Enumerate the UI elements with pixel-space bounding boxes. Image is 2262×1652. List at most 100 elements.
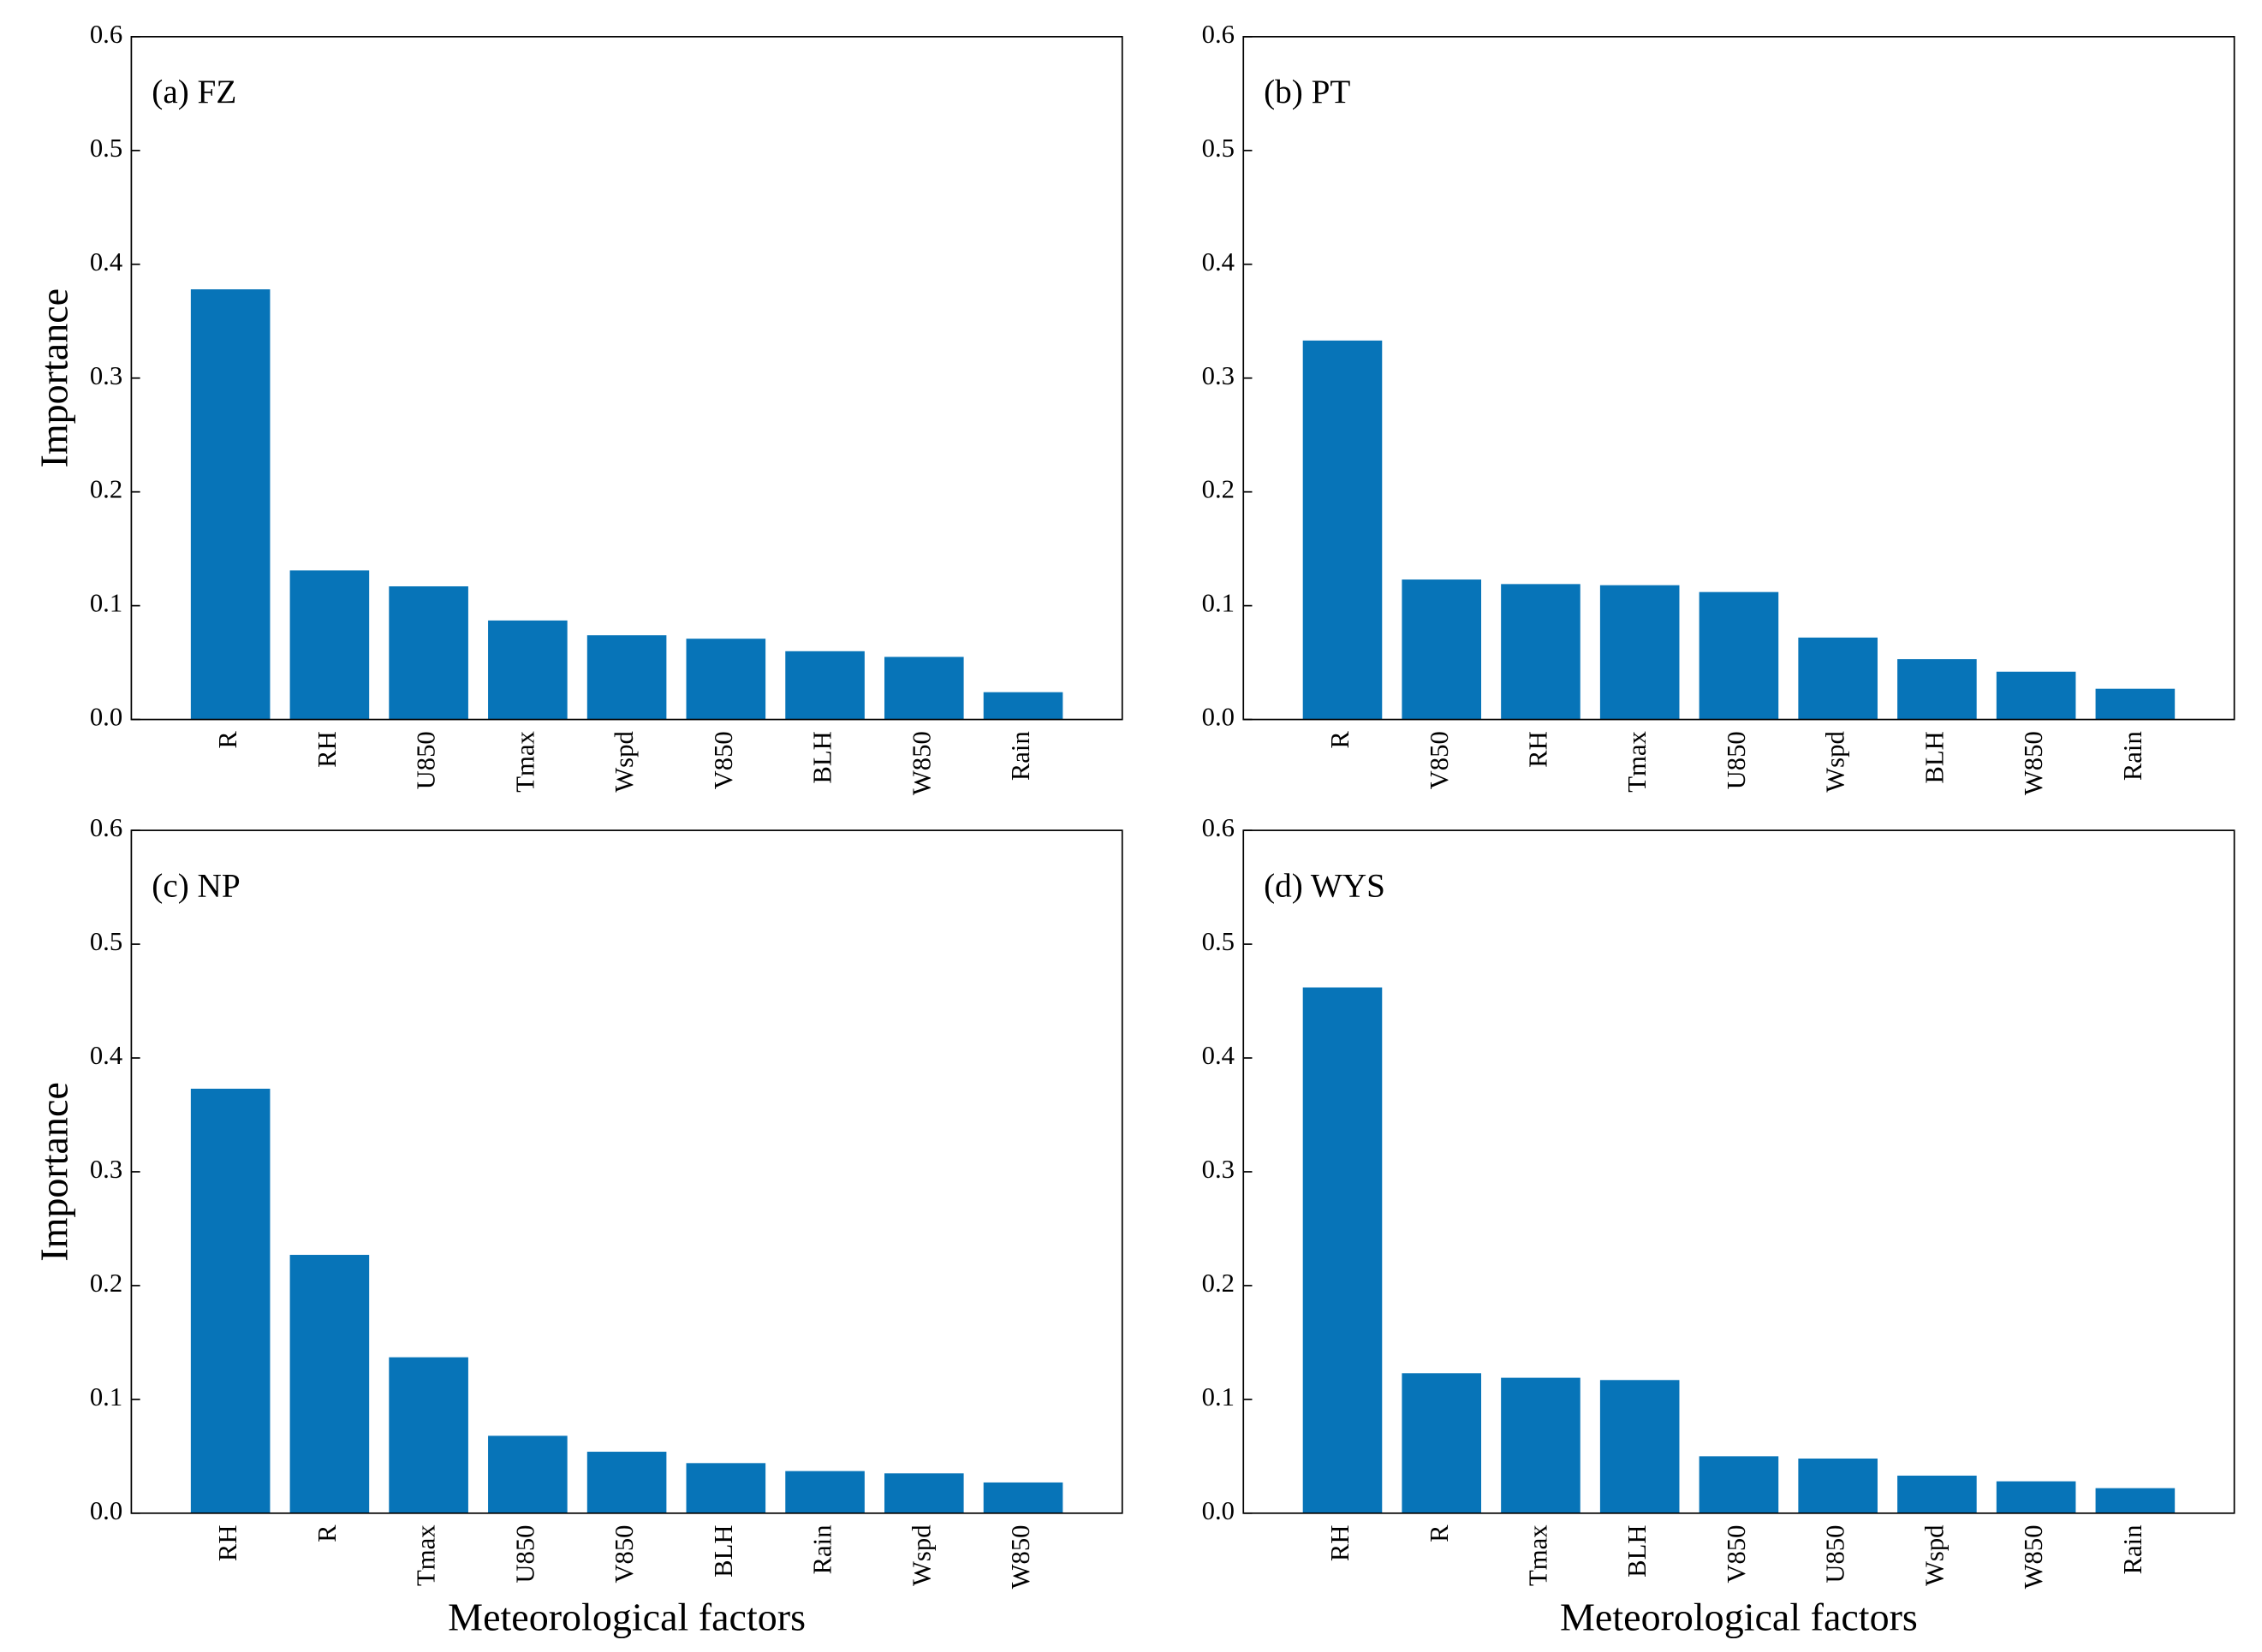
x-tick-label: BLH xyxy=(709,1524,738,1577)
bar xyxy=(488,1435,568,1513)
y-tick-label: 0.2 xyxy=(90,475,122,504)
y-tick-label: 0.5 xyxy=(90,927,122,956)
bar xyxy=(2095,1488,2176,1513)
x-tick-label: R xyxy=(1325,731,1354,749)
bar xyxy=(1599,585,1680,720)
bar xyxy=(1996,1481,2076,1513)
y-tick-label: 0.5 xyxy=(1202,927,1235,956)
y-tick-label: 0.4 xyxy=(1202,1041,1235,1070)
x-tick-label: U850 xyxy=(412,731,441,789)
y-tick-label: 0.0 xyxy=(90,1496,122,1525)
y-tick-label: 0.1 xyxy=(1202,1382,1235,1411)
x-tick-label: V850 xyxy=(1425,731,1454,789)
bar xyxy=(1897,1475,1977,1513)
bar xyxy=(884,1473,964,1513)
x-tick-label: Wspd xyxy=(1920,1524,1949,1586)
y-tick-label: 0.5 xyxy=(90,134,122,163)
bar xyxy=(1402,1373,1482,1513)
y-tick-label: 0.3 xyxy=(1202,1155,1235,1184)
y-tick-label: 0.6 xyxy=(1202,813,1235,842)
y-tick-label: 0.1 xyxy=(90,589,122,618)
bar xyxy=(686,1463,766,1513)
x-tick-label: U850 xyxy=(1821,1524,1850,1583)
plot-frame xyxy=(130,829,1123,1514)
bar xyxy=(289,1255,370,1513)
y-tick-label: 0.5 xyxy=(1202,134,1235,163)
panel-title: (c) NP xyxy=(152,867,240,904)
x-tick-label: Rain xyxy=(2118,731,2147,781)
bar xyxy=(1798,1459,1878,1513)
bar xyxy=(1699,591,1779,720)
x-tick-label: Tmax xyxy=(412,1524,441,1586)
plot-frame xyxy=(130,36,1123,721)
bar xyxy=(1402,579,1482,720)
bar xyxy=(389,1357,468,1513)
x-tick-label: Rain xyxy=(1006,731,1035,781)
x-tick-label: R xyxy=(213,731,242,749)
bar xyxy=(2095,688,2176,720)
x-tick-label: U850 xyxy=(1722,731,1751,789)
x-tick-label: Wspd xyxy=(907,1524,936,1586)
x-tick-label: R xyxy=(1425,1524,1454,1542)
panel-title: (d) WYS xyxy=(1264,867,1385,904)
bar xyxy=(586,1452,667,1513)
bar xyxy=(884,657,964,720)
x-tick-label: BLH xyxy=(1920,731,1949,783)
x-tick-label: Tmax xyxy=(510,731,539,793)
x-tick-label: W850 xyxy=(1006,1524,1035,1589)
y-tick-label: 0.4 xyxy=(90,247,122,276)
bar xyxy=(1996,671,2076,720)
y-axis-label: Importance xyxy=(33,288,76,468)
x-tick-label: W850 xyxy=(907,731,936,795)
bar xyxy=(1699,1456,1779,1513)
bar xyxy=(1501,584,1580,720)
x-tick-label: RH xyxy=(213,1524,242,1561)
x-tick-label: V850 xyxy=(1722,1524,1751,1583)
x-tick-label: BLH xyxy=(1622,1524,1652,1577)
bar xyxy=(190,289,271,720)
bar xyxy=(1599,1380,1680,1513)
x-tick-label: Wspd xyxy=(1821,731,1850,793)
bar xyxy=(488,620,568,720)
plot-frame xyxy=(1242,36,2235,721)
x-tick-label: RH xyxy=(1524,731,1553,768)
x-axis-label: Meteorological factors xyxy=(448,1596,806,1639)
x-tick-label: W850 xyxy=(2019,1524,2048,1589)
y-tick-label: 0.6 xyxy=(90,813,122,842)
bar xyxy=(1302,987,1383,1513)
x-tick-label: U850 xyxy=(510,1524,539,1583)
plot-frame xyxy=(1242,829,2235,1514)
y-tick-label: 0.6 xyxy=(90,20,122,49)
x-tick-label: RH xyxy=(1325,1524,1354,1561)
x-tick-label: Rain xyxy=(2118,1524,2147,1574)
y-tick-label: 0.3 xyxy=(1202,361,1235,390)
bar xyxy=(983,692,1063,720)
x-tick-label: V850 xyxy=(610,1524,639,1583)
y-tick-label: 0.4 xyxy=(1202,247,1235,276)
x-tick-label: RH xyxy=(313,731,342,768)
bar xyxy=(586,635,667,720)
bar xyxy=(1798,637,1878,720)
y-tick-label: 0.2 xyxy=(90,1269,122,1298)
panel-title: (a) FZ xyxy=(152,74,236,110)
y-tick-label: 0.0 xyxy=(1202,1496,1235,1525)
x-tick-label: V850 xyxy=(709,731,738,789)
y-tick-label: 0.1 xyxy=(90,1382,122,1411)
y-axis-label: Importance xyxy=(33,1082,76,1262)
y-tick-label: 0.4 xyxy=(90,1041,122,1070)
bar xyxy=(785,651,865,720)
panel-title: (b) PT xyxy=(1264,74,1350,110)
bar xyxy=(785,1471,865,1513)
y-tick-label: 0.3 xyxy=(90,1155,122,1184)
bar xyxy=(289,570,370,720)
y-tick-label: 0.0 xyxy=(90,703,122,732)
x-tick-label: Rain xyxy=(808,1524,837,1574)
x-tick-label: W850 xyxy=(2019,731,2048,795)
bar xyxy=(389,586,468,720)
x-tick-label: Tmax xyxy=(1622,731,1652,793)
y-tick-label: 0.1 xyxy=(1202,589,1235,618)
bar xyxy=(686,639,766,720)
y-tick-label: 0.6 xyxy=(1202,20,1235,49)
